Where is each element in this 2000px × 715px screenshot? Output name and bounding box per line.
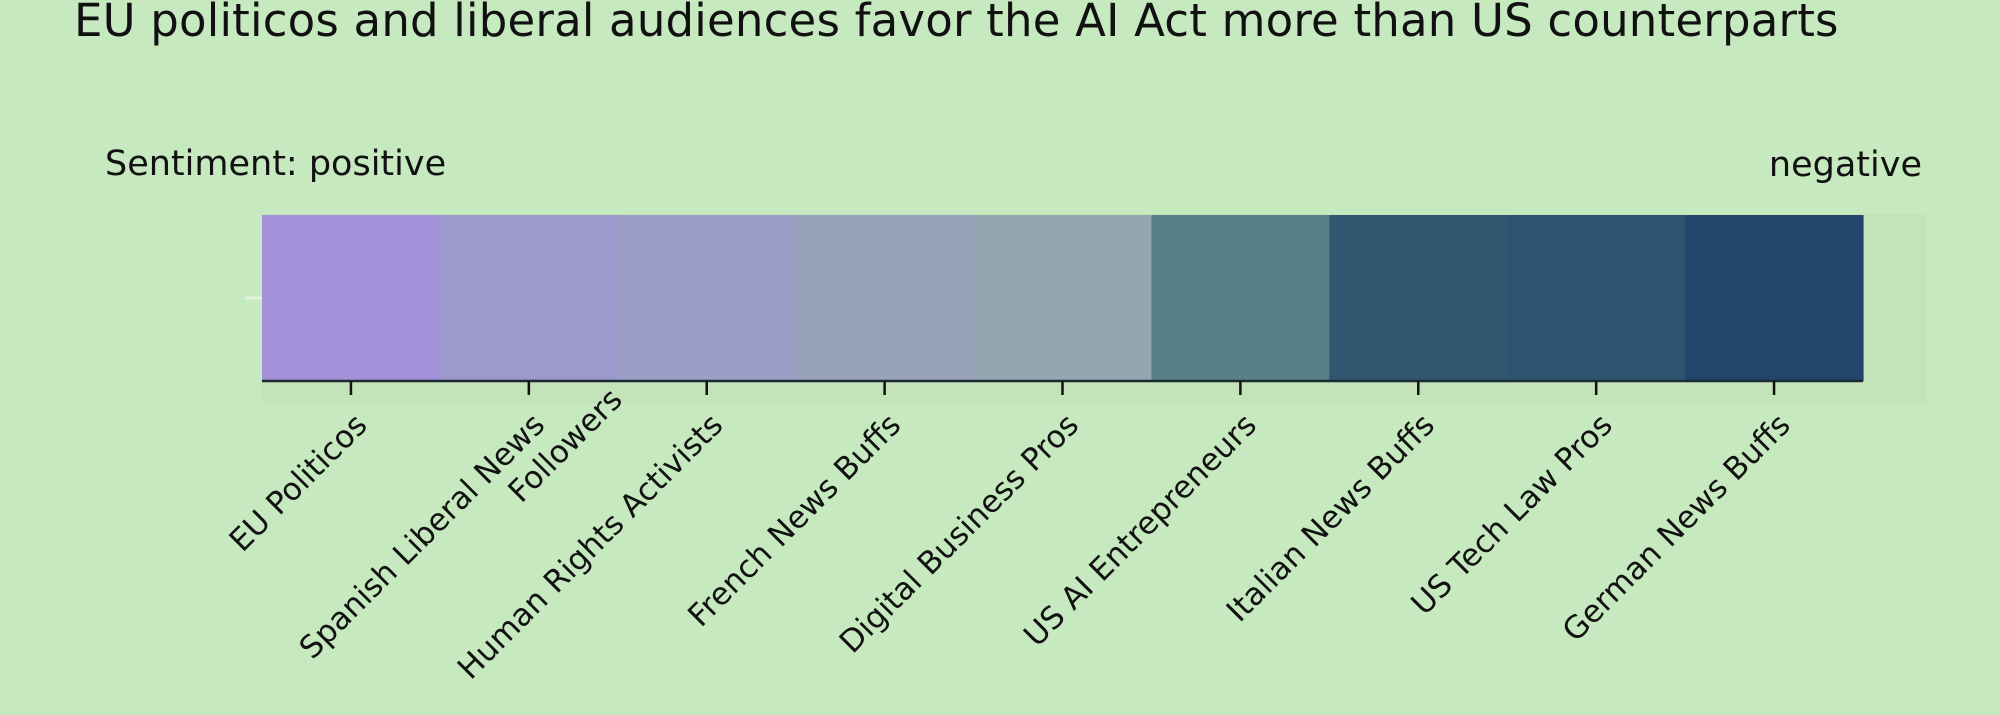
heatmap-cells <box>262 215 1864 381</box>
heatmap-cell-spanish-liberal-news-followers <box>439 215 619 381</box>
heatmap-cell-us-tech-law-pros <box>1507 215 1686 381</box>
x-tick-label-eu-politicos: EU Politicos <box>223 407 375 559</box>
heatmap-cell-eu-politicos <box>262 215 441 381</box>
chart-title: EU politicos and liberal audiences favor… <box>74 0 1839 47</box>
heatmap-cell-italian-news-buffs <box>1329 215 1508 381</box>
x-tick-label-us-tech-law-pros: US Tech Law Pros <box>1404 407 1619 622</box>
heatmap-cell-french-news-buffs <box>795 215 975 381</box>
heatmap-cell-human-rights-activists <box>617 215 797 381</box>
legend-negative-label: negative <box>1769 145 1922 185</box>
heatmap-cell-german-news-buffs <box>1685 215 1864 381</box>
heatmap-cell-digital-business-pros <box>973 215 1153 381</box>
heatmap-cell-us-ai-entrepreneurs <box>1151 215 1330 381</box>
legend-positive-label: Sentiment: positive <box>105 144 446 184</box>
x-tick-label-spanish-liberal-news-followers: Spanish Liberal NewsFollowers <box>293 356 630 693</box>
x-axis-ticks <box>349 381 1776 395</box>
